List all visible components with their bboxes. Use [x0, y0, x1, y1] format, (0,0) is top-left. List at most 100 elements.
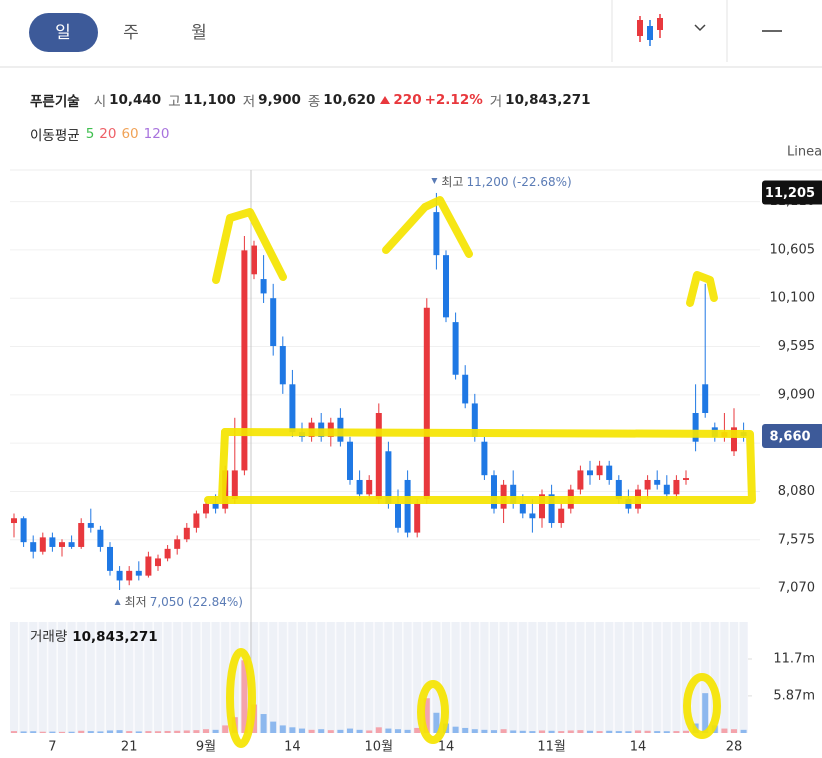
- volume-stripe: [288, 622, 297, 733]
- candle-body: [241, 250, 248, 471]
- candle-body: [135, 570, 142, 576]
- candle-body: [433, 212, 440, 256]
- annotation-value: 7,050 (22.84%): [150, 594, 243, 608]
- volume-bar: [395, 729, 401, 733]
- volume-bar: [222, 725, 229, 733]
- volume-bar: [49, 731, 56, 733]
- volume-bar: [654, 731, 661, 733]
- volume-bar: [289, 727, 296, 733]
- y-tick-label: 8,080: [778, 484, 815, 499]
- quote-value: 10,440: [109, 92, 162, 108]
- price-badge-label: 11,205: [765, 186, 815, 201]
- legend-entry[interactable]: 120: [143, 126, 170, 142]
- volume-stripe: [490, 622, 498, 733]
- volume-stripe: [278, 622, 287, 733]
- quote-value: 10,843,271: [505, 92, 591, 108]
- volume-stripe: [211, 622, 220, 733]
- candle-body: [673, 479, 680, 495]
- dropdown-chevron[interactable]: [694, 24, 706, 32]
- volume-stripe: [134, 622, 143, 733]
- volume-bar: [596, 731, 603, 733]
- scale-label[interactable]: Linear: [787, 145, 822, 160]
- candle-body: [452, 322, 459, 375]
- candle-body: [443, 255, 449, 318]
- tab[interactable]: 주: [123, 23, 139, 43]
- volume-stripe: [29, 622, 38, 733]
- volume-stripe: [96, 622, 105, 733]
- volume-bar: [375, 727, 382, 733]
- volume-bar: [587, 730, 593, 733]
- candle-body: [615, 479, 622, 500]
- volume-stripe: [365, 622, 374, 733]
- annotation-label: 최저: [125, 594, 147, 608]
- volume-stripe: [720, 622, 729, 733]
- tab[interactable]: 일: [55, 23, 71, 43]
- volume-bar: [279, 725, 286, 733]
- volume-bar: [548, 730, 555, 733]
- plot: 7,0707,5758,0808,5859,0909,59510,10010,6…: [10, 174, 815, 755]
- tab[interactable]: 월: [191, 23, 207, 43]
- volume-stripe: [48, 622, 57, 733]
- candle-body: [731, 427, 737, 452]
- chart-type-icon[interactable]: [637, 14, 663, 46]
- y-tick-label: 7,575: [778, 532, 815, 547]
- volume-bar: [327, 730, 334, 733]
- volume-stripe: [518, 622, 527, 733]
- x-tick-label: 9월: [196, 740, 216, 755]
- volume-bar: [471, 729, 478, 733]
- volume-stripe: [394, 622, 402, 733]
- volume-bar: [529, 731, 536, 733]
- candle-body: [385, 451, 392, 504]
- candle-body: [356, 479, 363, 495]
- candle-body: [491, 475, 497, 509]
- x-tick-label: 10월: [365, 740, 394, 755]
- volume-stripe: [374, 622, 383, 733]
- quote-label: 종: [307, 94, 321, 110]
- volume-stripe: [355, 622, 364, 733]
- volume-bar: [337, 729, 344, 733]
- candle-body: [519, 503, 526, 514]
- candle-body: [289, 384, 296, 433]
- volume-stripe: [662, 622, 671, 733]
- candle-body: [702, 384, 709, 414]
- candle-body: [587, 470, 593, 476]
- volume-bar: [30, 731, 37, 733]
- volume-stripe: [336, 622, 345, 733]
- quote-label: 고: [168, 94, 181, 110]
- x-tick-label: 11월: [537, 740, 566, 755]
- volume-stripe: [451, 622, 460, 733]
- volume-bar: [404, 729, 411, 733]
- legend-entry[interactable]: 5: [85, 126, 95, 142]
- volume-stripe: [19, 622, 28, 733]
- price-badge: [762, 423, 822, 448]
- candle-body: [174, 539, 181, 549]
- volume-stripe: [413, 622, 422, 733]
- legend-entry[interactable]: 20: [99, 126, 117, 142]
- volume-bar: [577, 730, 584, 733]
- annotation-high: 최고 11,200 (-22.68%): [441, 174, 571, 188]
- volume-bar: [481, 729, 488, 733]
- volume-bar: [135, 731, 142, 733]
- candle-body: [59, 542, 65, 547]
- volume-stripe: [432, 622, 441, 733]
- y-tick-label: 7,070: [778, 581, 815, 596]
- candle-body: [395, 503, 401, 528]
- volume-stripe: [154, 622, 162, 733]
- volume-stripe: [202, 622, 210, 733]
- tab-selected[interactable]: [29, 13, 98, 52]
- candle-body: [87, 523, 94, 528]
- stock-name: 푸른기술: [30, 94, 80, 110]
- candle-body: [558, 508, 565, 524]
- volume-bar: [260, 714, 267, 733]
- volume-bar: [683, 730, 689, 733]
- volume-stripe: [192, 622, 201, 733]
- change: 220: [393, 92, 422, 108]
- volume-bar: [97, 731, 104, 733]
- quote-value: 9,900: [258, 92, 301, 108]
- candle-body: [510, 484, 517, 504]
- candle-body: [548, 494, 555, 524]
- legend-entry[interactable]: 60: [121, 126, 139, 142]
- volume-bar: [366, 730, 373, 733]
- volume-bar: [356, 729, 363, 733]
- change-pct: +2.12%: [424, 92, 483, 108]
